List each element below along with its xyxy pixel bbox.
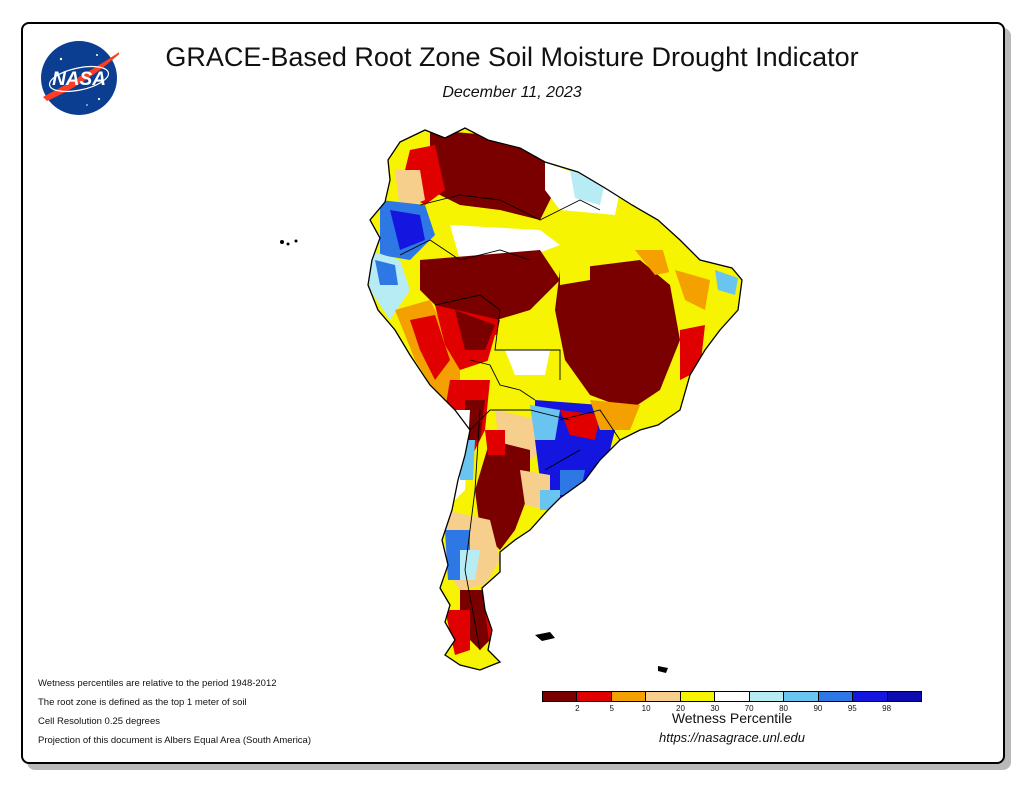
note-resolution: Cell Resolution 0.25 degrees — [38, 716, 160, 727]
map-date: December 11, 2023 — [442, 84, 582, 101]
note-period: Wetness percentiles are relative to the … — [38, 678, 277, 689]
legend-tick-label: 20 — [676, 704, 685, 713]
legend-ticks: 2 5 10 20 30 70 80 90 95 98 — [542, 702, 922, 714]
nasa-logo-text: NASA — [52, 69, 106, 90]
legend-tick-label: 90 — [813, 704, 823, 713]
legend-color-bar — [542, 691, 922, 702]
legend-swatch — [680, 692, 716, 701]
legend-swatch — [853, 692, 888, 701]
legend-tick-label: 10 — [641, 704, 651, 713]
source-url[interactable]: https://nasagrace.unl.edu — [659, 730, 805, 745]
legend-swatch — [749, 692, 785, 701]
nasa-logo: NASA — [39, 39, 127, 117]
map-notes: Wetness percentiles are relative to the … — [38, 678, 311, 754]
legend-tick-label: 95 — [847, 704, 857, 713]
legend-swatch — [887, 692, 921, 701]
legend-swatch — [611, 692, 647, 701]
islands — [280, 239, 668, 673]
legend-tick-label: 5 — [609, 704, 614, 713]
legend-tick-label: 98 — [882, 704, 892, 713]
legend-swatch — [577, 692, 612, 701]
legend-swatch — [715, 692, 750, 701]
coastline — [367, 127, 743, 671]
legend-tick-label: 30 — [710, 704, 720, 713]
legend-swatch — [818, 692, 854, 701]
legend-tick-label: 70 — [744, 704, 754, 713]
legend-swatch — [646, 692, 681, 701]
legend-tick-label: 80 — [779, 704, 788, 713]
legend-swatch — [784, 692, 819, 701]
drought-raster — [368, 128, 742, 670]
page-title: GRACE-Based Root Zone Soil Moisture Drou… — [165, 42, 859, 72]
legend-title: Wetness Percentile — [671, 710, 793, 726]
country-borders — [399, 194, 621, 651]
note-root-zone: The root zone is defined as the top 1 me… — [38, 697, 247, 708]
south-america-map — [280, 127, 743, 673]
note-projection: Projection of this document is Albers Eq… — [38, 735, 311, 746]
legend-swatch — [543, 692, 578, 701]
legend: 2 5 10 20 30 70 80 90 95 98 Wetness Percentile ht… — [542, 691, 922, 745]
legend-tick-label: 2 — [575, 704, 580, 713]
